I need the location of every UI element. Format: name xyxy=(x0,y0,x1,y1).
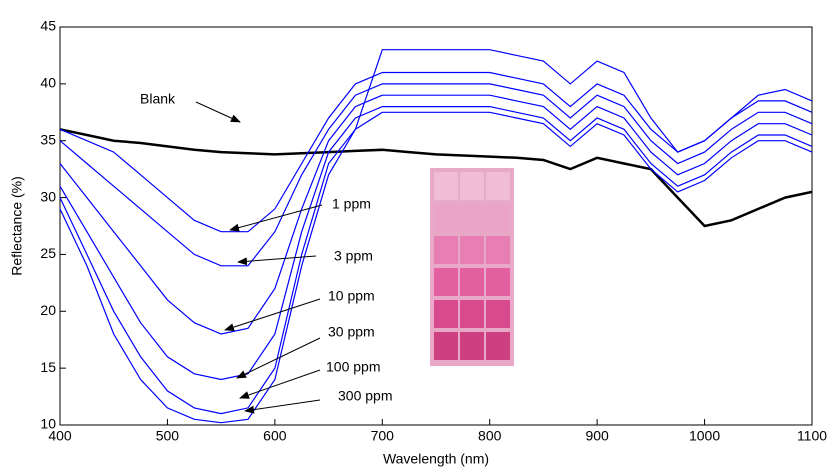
annotation: 1 ppm xyxy=(332,196,371,212)
y-axis-label: Reflectance (%) xyxy=(9,176,25,276)
x-tick-label: 1000 xyxy=(689,428,720,444)
annotation-arrow xyxy=(237,255,317,266)
x-tick-label: 1100 xyxy=(797,428,827,444)
y-tick-label: 30 xyxy=(40,188,56,204)
x-tick-label: 700 xyxy=(371,428,395,444)
y-tick-label: 45 xyxy=(40,18,56,34)
x-tick-label: 500 xyxy=(156,428,180,444)
annotation-arrow xyxy=(229,204,323,232)
annotation-arrow xyxy=(239,369,321,399)
spectrum-line xyxy=(59,106,813,381)
x-axis-label: Wavelength (nm) xyxy=(383,451,489,467)
annotation-arrow xyxy=(224,298,321,332)
sample-photo xyxy=(430,168,514,366)
x-tick-label: 800 xyxy=(478,428,502,444)
y-tick-label: 10 xyxy=(40,416,56,432)
annotation: 3 ppm xyxy=(334,248,373,264)
spectrum-line xyxy=(59,94,813,335)
y-tick-label: 35 xyxy=(40,131,56,147)
annotation: Blank xyxy=(140,91,176,107)
annotation-arrow xyxy=(195,101,241,123)
annotation-arrow xyxy=(244,399,321,414)
annotation: 300 ppm xyxy=(338,388,392,404)
spectrum-line xyxy=(59,83,813,267)
spectrum-line xyxy=(59,128,813,228)
y-tick-label: 15 xyxy=(40,359,56,375)
x-tick-label: 600 xyxy=(263,428,287,444)
plot-frame xyxy=(59,26,813,426)
y-tick-label: 25 xyxy=(40,245,56,261)
x-tick-label: 400 xyxy=(48,428,72,444)
spectrum-line xyxy=(59,49,813,424)
x-tick-label: 900 xyxy=(585,428,609,444)
y-tick-label: 40 xyxy=(40,75,56,91)
annotation: 10 ppm xyxy=(328,288,375,304)
annotation: 30 ppm xyxy=(328,324,375,340)
annotation-arrow xyxy=(236,337,321,379)
y-tick-label: 20 xyxy=(40,302,56,318)
spectrum-line xyxy=(59,111,813,415)
annotation: 100 ppm xyxy=(326,359,380,375)
